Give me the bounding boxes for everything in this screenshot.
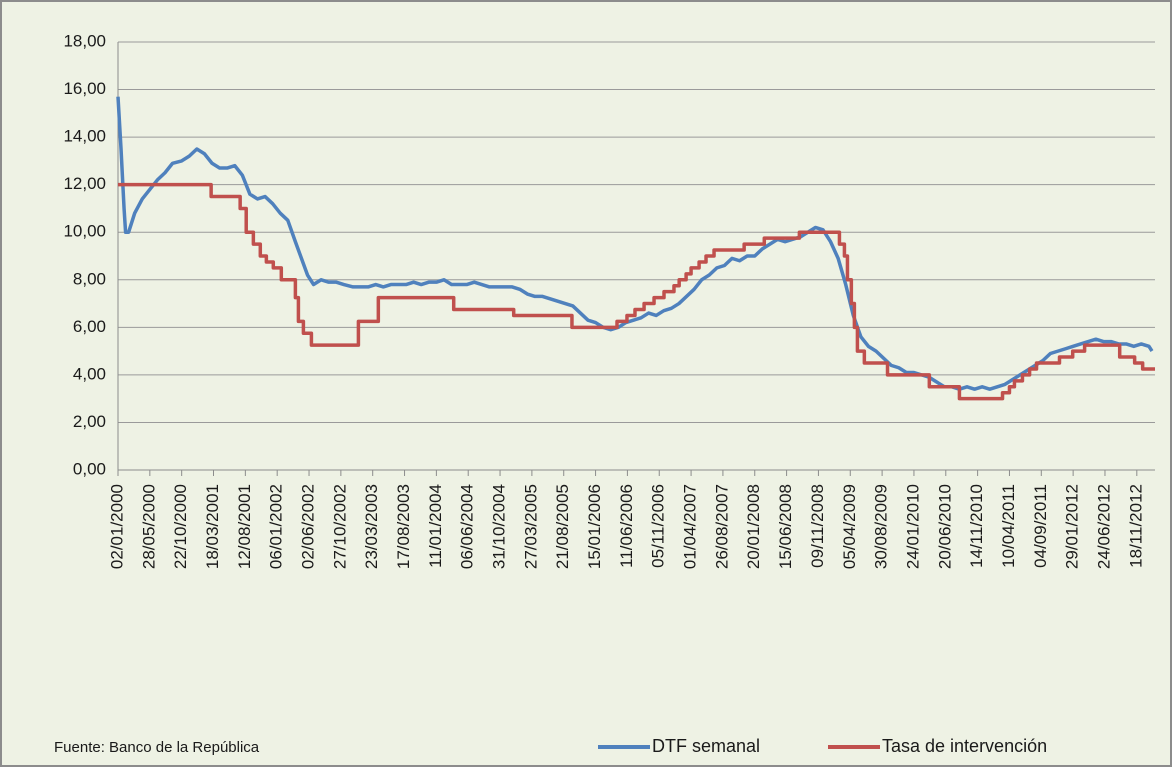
y-tick-label: 6,00 [73, 317, 106, 336]
x-tick-label: 30/08/2009 [872, 484, 891, 569]
y-tick-label: 18,00 [63, 31, 106, 50]
x-tick-label: 11/01/2004 [426, 484, 445, 568]
x-tick-label: 02/01/2000 [107, 484, 126, 569]
source-note: Fuente: Banco de la República [54, 739, 260, 756]
data-line [118, 182, 1155, 401]
x-tick-label: 22/10/2000 [171, 484, 190, 569]
x-tick-label: 12/08/2001 [235, 484, 254, 569]
x-tick-label: 04/09/2011 [1031, 484, 1050, 568]
y-tick-label: 2,00 [73, 412, 106, 431]
y-tick-label: 12,00 [63, 174, 106, 193]
x-tick-label: 23/03/2003 [362, 484, 381, 569]
y-tick-label: 8,00 [73, 269, 106, 288]
x-tick-label: 11/06/2006 [617, 484, 636, 568]
x-tick-label: 17/08/2003 [394, 484, 413, 569]
x-tick-label: 18/11/2012 [1126, 484, 1145, 568]
x-tick-label: 20/06/2010 [935, 484, 954, 569]
x-tick-label: 24/01/2010 [903, 484, 922, 569]
y-tick-label: 16,00 [63, 79, 106, 98]
x-tick-label: 06/01/2002 [267, 484, 286, 569]
y-tick-label: 14,00 [63, 127, 106, 146]
x-tick-label: 05/11/2006 [649, 484, 668, 568]
x-tick-label: 26/08/2007 [712, 484, 731, 569]
x-tick-label: 21/08/2005 [553, 484, 572, 569]
x-tick-label: 14/11/2010 [967, 484, 986, 568]
x-tick-label: 27/10/2002 [330, 484, 349, 569]
x-tick-label: 15/06/2008 [776, 484, 795, 569]
legend-label: Tasa de intervención [882, 736, 1047, 756]
y-tick-label: 0,00 [73, 459, 106, 478]
x-tick-label: 28/05/2000 [139, 484, 158, 569]
x-tick-label: 24/06/2012 [1094, 484, 1113, 569]
x-tick-label: 10/04/2011 [999, 484, 1018, 568]
x-tick-label: 09/11/2008 [808, 484, 827, 568]
x-tick-label: 31/10/2004 [490, 484, 509, 569]
y-tick-label: 10,00 [63, 222, 106, 241]
x-tick-label: 01/04/2007 [681, 484, 700, 569]
x-tick-label: 06/06/2004 [458, 484, 477, 569]
x-tick-label: 29/01/2012 [1063, 484, 1082, 569]
x-tick-label: 18/03/2001 [203, 484, 222, 569]
x-tick-label: 15/01/2006 [585, 484, 604, 569]
y-tick-label: 4,00 [73, 364, 106, 383]
x-tick-label: 05/04/2009 [840, 484, 859, 569]
x-tick-label: 02/06/2002 [299, 484, 318, 569]
data-line [116, 96, 1154, 391]
legend-label: DTF semanal [652, 736, 760, 756]
x-tick-label: 27/03/2005 [521, 484, 540, 569]
x-tick-label: 20/01/2008 [744, 484, 763, 569]
